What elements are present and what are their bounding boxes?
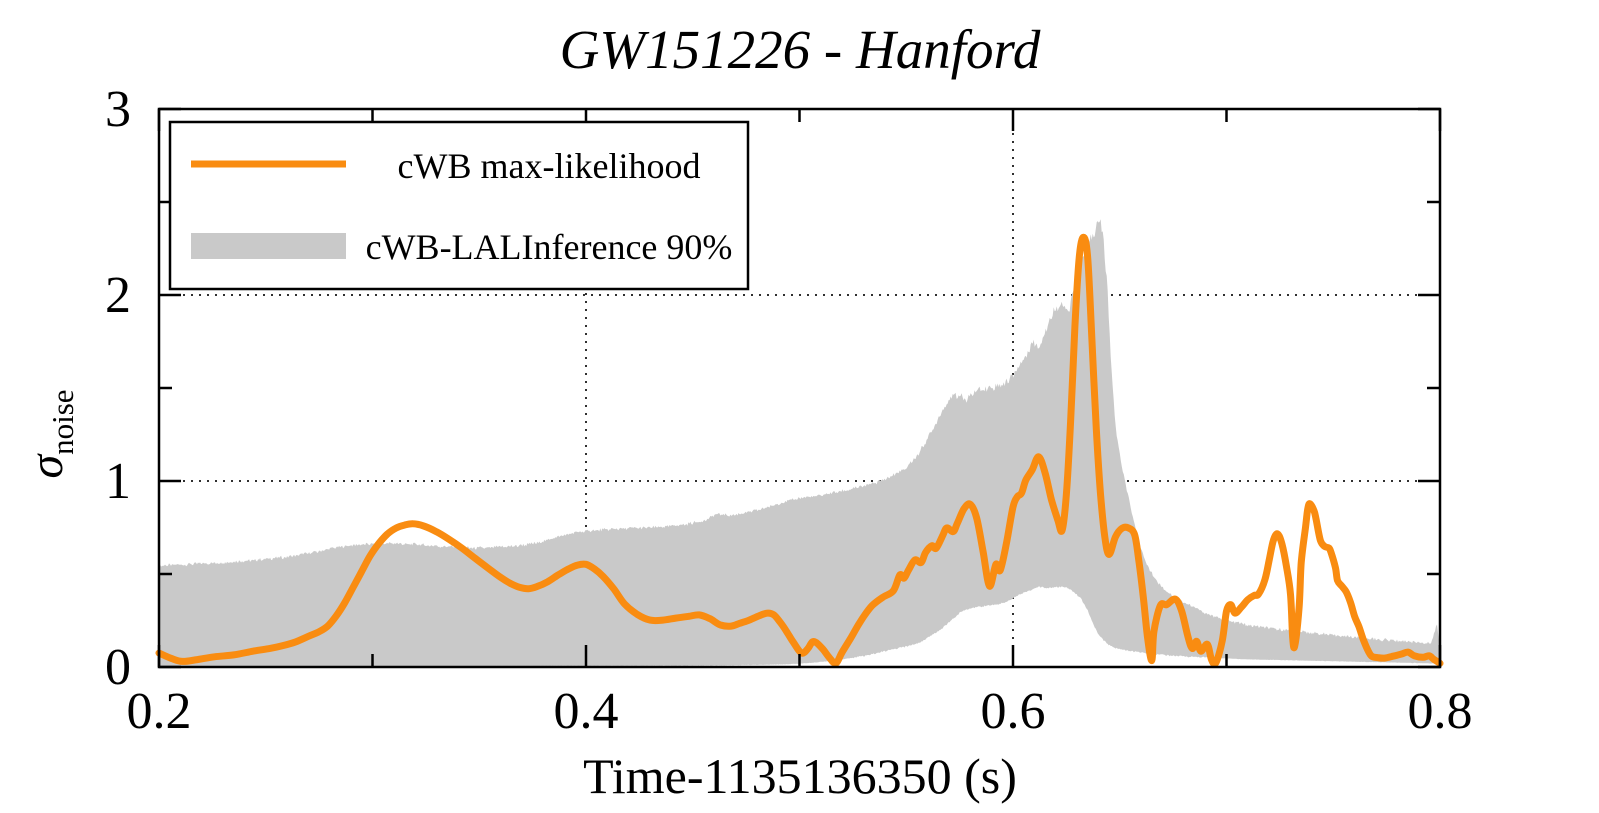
legend-label-line: cWB max-likelihood — [398, 146, 701, 186]
y-axis-subscript: noise — [45, 389, 80, 454]
legend-band-swatch — [191, 233, 346, 259]
series-layer — [155, 219, 1444, 668]
x-tick-label: 0.4 — [554, 683, 619, 740]
y-tick-label: 3 — [105, 81, 131, 138]
x-tick-label: 0.6 — [981, 683, 1046, 740]
tick-label-layer: 0.2 0.4 0.6 0.8 0 1 2 3 — [105, 81, 1473, 740]
legend: cWB max-likelihood cWB-LALInference 90% — [168, 120, 750, 291]
y-axis-label: σnoise — [20, 389, 80, 478]
y-axis-symbol: σ — [20, 453, 73, 479]
x-tick-label: 0.8 — [1408, 683, 1473, 740]
y-tick-label: 0 — [105, 639, 131, 696]
svg-text:σnoise: σnoise — [20, 389, 80, 478]
y-tick-label: 2 — [105, 267, 131, 324]
x-axis-label: Time-1135136350 (s) — [583, 748, 1017, 804]
chart-title: GW151226 - Hanford — [560, 19, 1041, 80]
y-tick-label: 1 — [105, 453, 131, 510]
x-tick-label: 0.2 — [127, 683, 192, 740]
line-series — [155, 233, 1444, 668]
legend-box — [168, 120, 750, 291]
legend-label-band: cWB-LALInference 90% — [366, 227, 733, 267]
band-series — [159, 219, 1440, 667]
